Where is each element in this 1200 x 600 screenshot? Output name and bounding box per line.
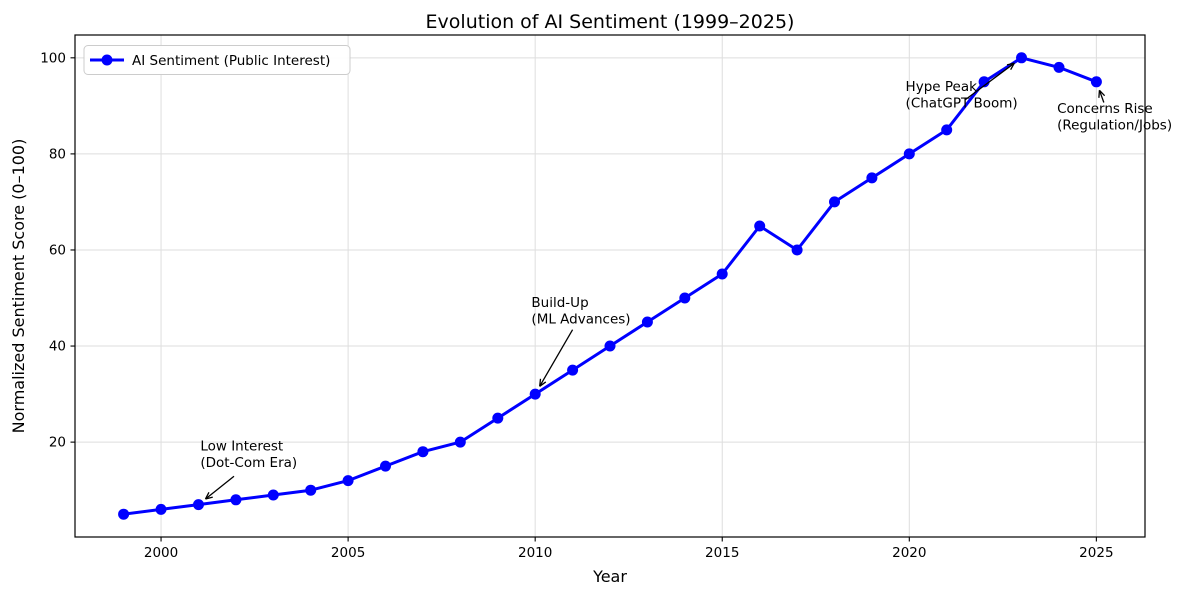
annotation-arrow-head: [539, 378, 542, 387]
y-tick-label: 40: [49, 339, 66, 355]
x-tick-label: 2025: [1079, 545, 1113, 561]
annotation-arrow-head: [539, 381, 547, 387]
annotation-build-up: Build-Up (ML Advances): [531, 295, 630, 328]
y-tick-label: 100: [40, 50, 66, 66]
data-point-marker: [342, 475, 354, 487]
data-point-marker: [230, 494, 242, 506]
data-point-marker: [492, 412, 504, 424]
data-point-marker: [1090, 76, 1102, 88]
x-tick-label: 2015: [705, 545, 739, 561]
data-point-marker: [754, 220, 766, 232]
annotation-arrow-head: [1010, 62, 1015, 71]
annotation-arrow-head: [205, 496, 213, 500]
annotation-arrow-shaft: [1098, 90, 1105, 103]
data-point-marker: [791, 244, 803, 256]
data-point-marker: [529, 388, 541, 400]
x-tick-label: 2005: [331, 545, 365, 561]
data-point-marker: [380, 460, 391, 472]
annotation-arrow-shaft: [539, 329, 574, 387]
data-point-marker: [941, 124, 953, 136]
data-point-marker: [978, 76, 990, 88]
data-point-marker: [267, 489, 279, 501]
annotation-hype-peak: Hype Peak (ChatGPT Boom): [906, 79, 1018, 112]
x-tick-label: 2010: [518, 545, 552, 561]
data-point-marker: [1053, 61, 1065, 73]
data-point-marker: [716, 268, 728, 280]
data-point-marker: [193, 499, 204, 511]
y-tick-label: 80: [49, 146, 66, 162]
plot-border: [74, 34, 1146, 538]
legend-label: AI Sentiment (Public Interest): [132, 53, 330, 69]
annotation-arrow-head: [1098, 89, 1106, 97]
y-tick-label: 60: [49, 242, 66, 258]
data-point-marker: [641, 316, 653, 328]
legend-marker-sample: [101, 54, 113, 66]
y-tick-label: 20: [49, 435, 66, 451]
annotation-arrow-shaft: [205, 475, 235, 500]
data-point-marker: [866, 172, 878, 184]
data-point-marker: [305, 484, 317, 496]
annotation-arrow-head: [1098, 90, 1101, 98]
annotation-arrow-shaft: [965, 62, 1015, 101]
data-point-marker: [118, 508, 130, 520]
data-point-marker: [679, 292, 691, 304]
annotation-low-interest: Low Interest (Dot-Com Era): [200, 438, 297, 471]
data-point-marker: [903, 148, 915, 160]
x-tick-label: 2020: [892, 545, 926, 561]
annotation-arrow-head: [204, 492, 210, 500]
data-point-marker: [454, 436, 466, 448]
chart-title: Evolution of AI Sentiment (1999–2025): [426, 11, 795, 33]
data-point-marker: [567, 364, 579, 376]
data-point-marker: [417, 446, 429, 458]
x-tick-label: 2000: [144, 545, 178, 561]
annotation-arrow-head: [1006, 62, 1015, 66]
data-point-marker: [1016, 52, 1027, 64]
legend: AI Sentiment (Public Interest): [83, 45, 351, 75]
x-axis-label: Year: [592, 567, 627, 586]
data-point-marker: [829, 196, 840, 208]
data-point-marker: [155, 503, 167, 515]
y-axis-label: Normalized Sentiment Score (0–100): [9, 139, 28, 434]
annotation-concerns-rise: Concerns Rise (Regulation/Jobs): [1057, 101, 1172, 133]
legend-box: [83, 45, 351, 75]
data-point-marker: [604, 340, 616, 352]
